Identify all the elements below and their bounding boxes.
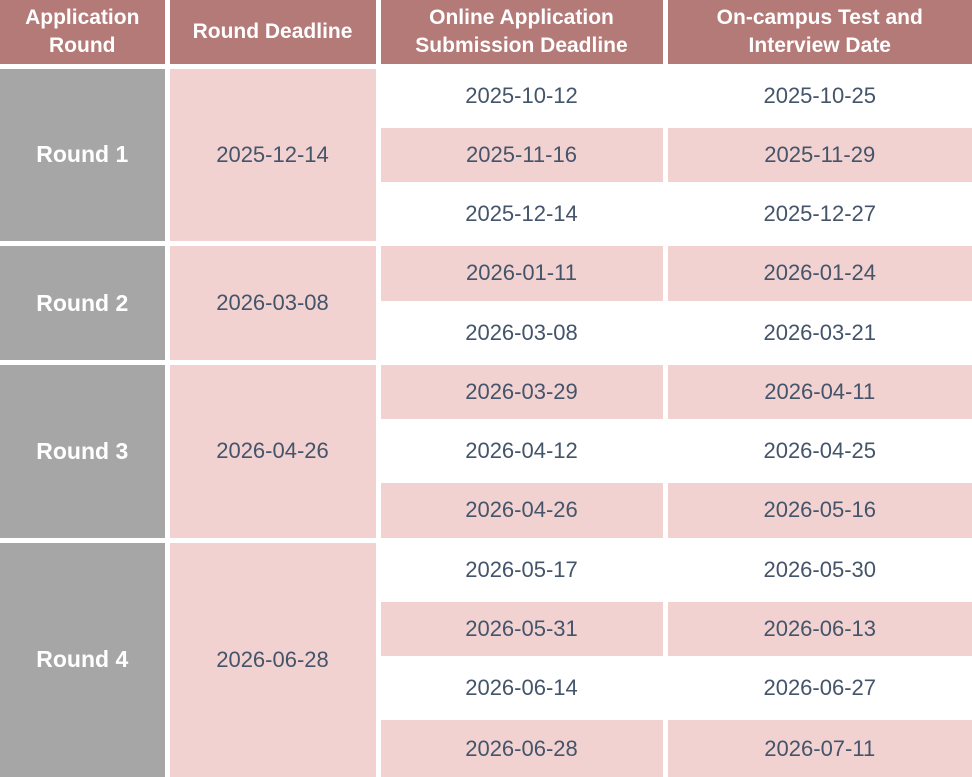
table-row: 2026-04-26 2026-05-16 <box>0 478 972 543</box>
interview-date-cell: 2026-04-25 <box>662 418 972 484</box>
submission-date-cell: 2025-10-12 <box>375 63 668 128</box>
column-header-round-deadline: Round Deadline <box>164 0 381 69</box>
submission-date-cell: 2025-11-16 <box>375 122 668 188</box>
table-row: 2026-06-14 2026-06-27 <box>0 655 972 721</box>
column-header-submission-deadline: Online Application Submission Deadline <box>375 0 668 69</box>
table-row: Round 3 2026-04-26 2026-03-29 2026-04-11 <box>0 359 972 543</box>
table-row: Round 1 2025-12-14 2025-10-12 2025-10-25 <box>0 63 972 247</box>
round-1-deadline-cell: 2025-12-14 <box>164 63 381 247</box>
interview-date-cell: 2026-04-11 <box>662 359 972 425</box>
table-row: 2026-03-08 2026-03-21 <box>0 300 972 365</box>
round-2-deadline-cell: 2026-03-08 <box>164 241 381 365</box>
table-row: 2025-12-14 2025-12-27 <box>0 181 972 247</box>
round-4-deadline-cell: 2026-06-28 <box>164 537 381 777</box>
table-row: Round 4 2026-06-28 2026-05-17 2026-05-30 <box>0 537 972 777</box>
interview-date-cell: 2026-06-13 <box>662 596 972 662</box>
submission-date-cell: 2026-03-08 <box>375 300 668 365</box>
round-2-label-cell: Round 2 <box>0 241 170 365</box>
interview-date-cell: 2025-10-25 <box>662 63 972 128</box>
table-row: 2026-04-12 2026-04-25 <box>0 418 972 484</box>
submission-date-cell: 2026-03-29 <box>375 359 668 425</box>
round-3-label-cell: Round 3 <box>0 359 170 543</box>
header-row: Application Round Round Deadline Online … <box>0 0 972 69</box>
interview-date-cell: 2026-05-30 <box>662 537 972 602</box>
table-row: 2025-11-16 2025-11-29 <box>0 122 972 188</box>
submission-date-cell: 2026-06-28 <box>375 715 668 777</box>
submission-date-cell: 2026-04-26 <box>375 478 668 543</box>
submission-date-cell: 2026-05-17 <box>375 537 668 602</box>
round-1-label-cell: Round 1 <box>0 63 170 247</box>
table-row: 2026-06-28 2026-07-11 <box>0 715 972 777</box>
submission-date-cell: 2026-05-31 <box>375 596 668 662</box>
column-header-interview-date: On-campus Test and Interview Date <box>662 0 972 69</box>
submission-date-cell: 2025-12-14 <box>375 181 668 247</box>
interview-date-cell: 2026-01-24 <box>662 241 972 306</box>
interview-date-cell: 2026-05-16 <box>662 478 972 543</box>
interview-date-cell: 2025-12-27 <box>662 181 972 247</box>
interview-date-cell: 2026-06-27 <box>662 655 972 721</box>
submission-date-cell: 2026-04-12 <box>375 418 668 484</box>
submission-date-cell: 2026-06-14 <box>375 655 668 721</box>
submission-date-cell: 2026-01-11 <box>375 241 668 306</box>
interview-date-cell: 2026-03-21 <box>662 300 972 365</box>
round-3-deadline-cell: 2026-04-26 <box>164 359 381 543</box>
interview-date-cell: 2026-07-11 <box>662 715 972 777</box>
table-row: Round 2 2026-03-08 2026-01-11 2026-01-24 <box>0 241 972 365</box>
interview-date-cell: 2025-11-29 <box>662 122 972 188</box>
round-4-label-cell: Round 4 <box>0 537 170 777</box>
column-header-application-round: Application Round <box>0 0 170 69</box>
table-row: 2026-05-31 2026-06-13 <box>0 596 972 662</box>
